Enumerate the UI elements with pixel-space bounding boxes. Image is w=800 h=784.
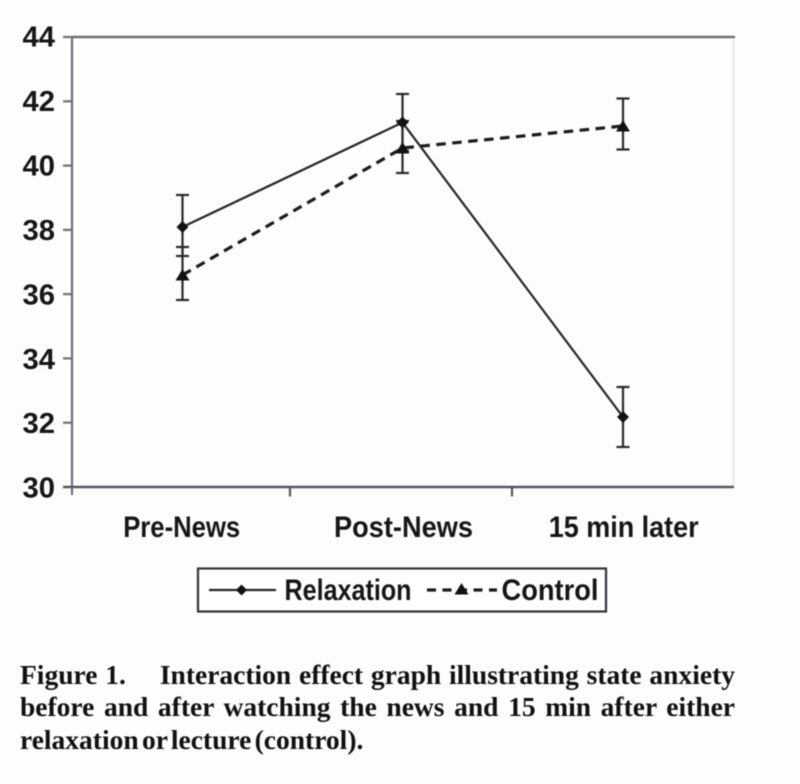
svg-text:44: 44	[23, 22, 56, 54]
svg-text:Post-News: Post-News	[334, 511, 473, 544]
svg-text:42: 42	[23, 86, 56, 118]
svg-text:40: 40	[23, 151, 56, 183]
svg-text:Relaxation: Relaxation	[285, 574, 412, 607]
svg-text:Control: Control	[502, 574, 599, 607]
svg-text:Pre-News: Pre-News	[123, 511, 240, 544]
svg-text:15 min later: 15 min later	[549, 511, 699, 544]
svg-text:34: 34	[23, 344, 56, 376]
svg-text:36: 36	[23, 279, 56, 311]
svg-text:30: 30	[23, 473, 56, 505]
svg-text:32: 32	[23, 408, 56, 440]
svg-text:38: 38	[23, 215, 56, 247]
